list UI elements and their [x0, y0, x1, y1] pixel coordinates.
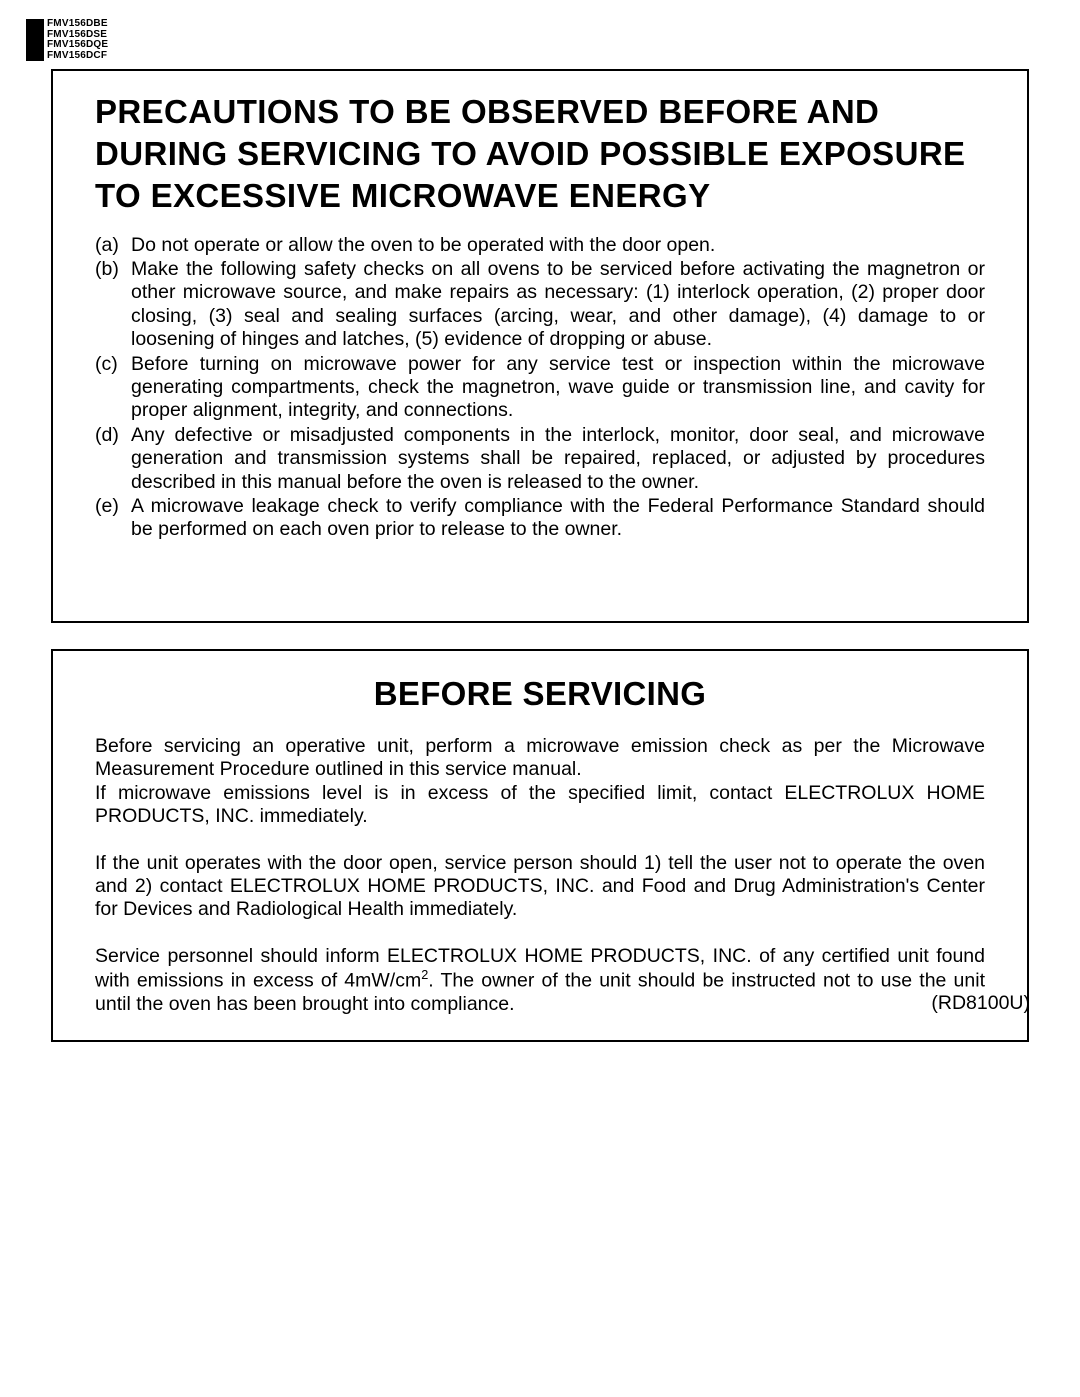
precaution-text: Before turning on microwave power for an… — [131, 353, 985, 423]
model-number-list: FMV156DBE FMV156DSE FMV156DQE FMV156DCF — [47, 19, 108, 61]
precaution-label: (a) — [95, 234, 131, 257]
model-marker-box — [26, 19, 44, 61]
model-number: FMV156DBE — [47, 19, 108, 30]
precaution-text: Any defective or misadjusted components … — [131, 424, 985, 494]
precautions-box: PRECAUTIONS TO BE OBSERVED BEFORE AND DU… — [51, 69, 1029, 623]
precaution-item: (e) A microwave leakage check to verify … — [95, 495, 985, 542]
precaution-label: (b) — [95, 258, 131, 352]
precaution-text: Make the following safety checks on all … — [131, 258, 985, 352]
precautions-list: (a) Do not operate or allow the oven to … — [95, 234, 985, 542]
before-servicing-paragraph: Service personnel should inform ELECTROL… — [95, 945, 985, 1017]
before-servicing-paragraph: If the unit operates with the door open,… — [95, 852, 985, 922]
precaution-text: Do not operate or allow the oven to be o… — [131, 234, 985, 257]
model-number: FMV156DCF — [47, 51, 108, 62]
precaution-item: (d) Any defective or misadjusted compone… — [95, 424, 985, 494]
paragraph-text: Before servicing an operative unit, perf… — [95, 735, 985, 780]
model-number-block: FMV156DBE FMV156DSE FMV156DQE FMV156DCF — [26, 19, 108, 61]
before-servicing-paragraph: Before servicing an operative unit, perf… — [95, 735, 985, 829]
precaution-label: (d) — [95, 424, 131, 494]
precaution-item: (c) Before turning on microwave power fo… — [95, 353, 985, 423]
precautions-title: PRECAUTIONS TO BE OBSERVED BEFORE AND DU… — [95, 91, 985, 218]
precaution-item: (a) Do not operate or allow the oven to … — [95, 234, 985, 257]
precaution-text: A microwave leakage check to verify comp… — [131, 495, 985, 542]
precaution-label: (c) — [95, 353, 131, 423]
before-servicing-title: BEFORE SERVICING — [95, 675, 985, 713]
precaution-item: (b) Make the following safety checks on … — [95, 258, 985, 352]
before-servicing-box: BEFORE SERVICING Before servicing an ope… — [51, 649, 1029, 1042]
precaution-label: (e) — [95, 495, 131, 542]
document-code: (RD8100U) — [931, 992, 1030, 1015]
model-number: FMV156DQE — [47, 40, 108, 51]
paragraph-text: If microwave emissions level is in exces… — [95, 782, 985, 827]
